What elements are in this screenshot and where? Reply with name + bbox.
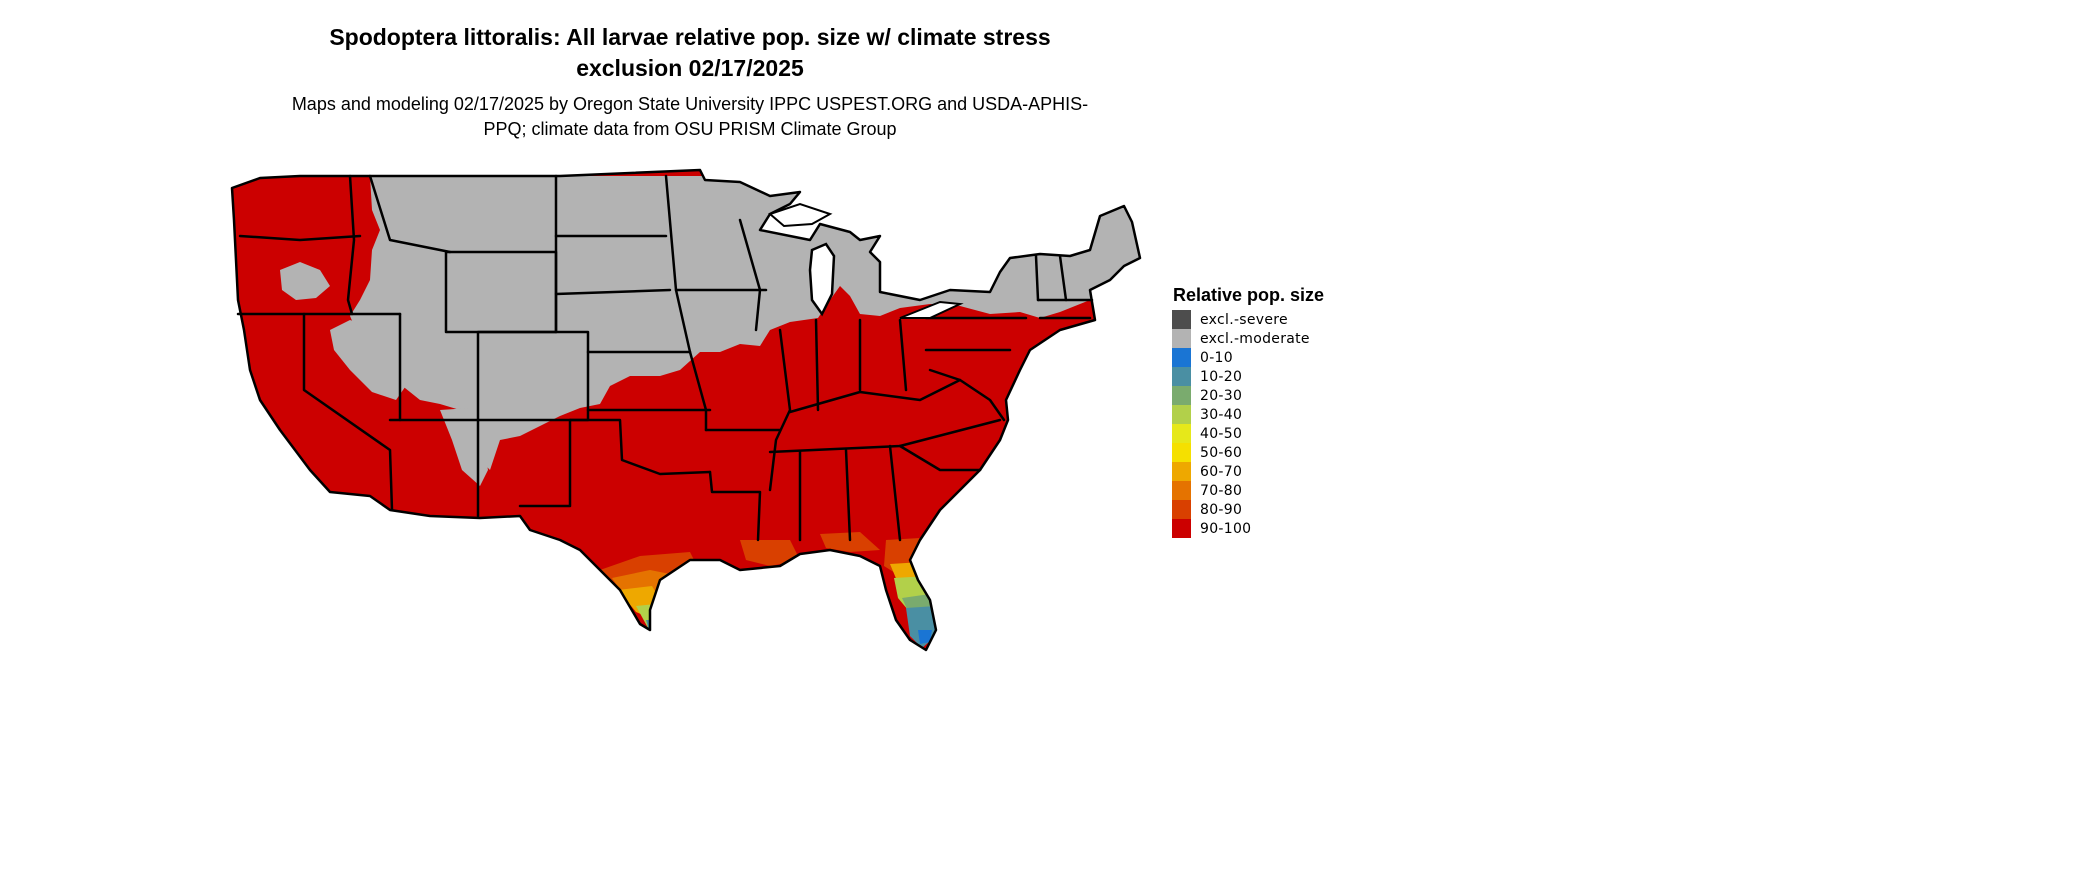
legend-swatch bbox=[1172, 481, 1191, 500]
legend-swatch bbox=[1172, 405, 1191, 424]
legend-item: 70-80 bbox=[1172, 481, 1392, 500]
legend-item: 0-10 bbox=[1172, 348, 1392, 367]
legend-swatch bbox=[1172, 443, 1191, 462]
legend-label: 90-100 bbox=[1200, 520, 1252, 537]
excluded-patch bbox=[280, 262, 330, 300]
legend-item: excl.-moderate bbox=[1172, 329, 1392, 348]
band-80-90 bbox=[820, 532, 880, 552]
legend-label: 20-30 bbox=[1200, 387, 1243, 404]
legend-swatch bbox=[1172, 367, 1191, 386]
legend-swatch bbox=[1172, 310, 1191, 329]
legend-swatch bbox=[1172, 500, 1191, 519]
legend: Relative pop. size excl.-severe excl.-mod… bbox=[1172, 284, 1392, 538]
lake-michigan bbox=[808, 242, 836, 317]
lake-erie bbox=[899, 300, 964, 319]
legend-label: 50-60 bbox=[1200, 444, 1243, 461]
map-subtitle: Maps and modeling 02/17/2025 by Oregon S… bbox=[291, 94, 1089, 139]
legend-swatch bbox=[1172, 424, 1191, 443]
legend-item: 40-50 bbox=[1172, 424, 1392, 443]
legend-swatch bbox=[1172, 462, 1191, 481]
legend-label: excl.-severe bbox=[1200, 311, 1288, 328]
map-title: Spodoptera littoralis: All larvae relati… bbox=[329, 24, 1051, 81]
legend-label: 30-40 bbox=[1200, 406, 1243, 423]
legend-title: Relative pop. size bbox=[1173, 285, 1325, 305]
state-borders bbox=[236, 174, 1094, 542]
legend-item: 60-70 bbox=[1172, 462, 1392, 481]
legend-items: excl.-severe excl.-moderate 0-10 10-20 20-30… bbox=[1172, 310, 1392, 538]
legend-item: 20-30 bbox=[1172, 386, 1392, 405]
legend-label: 0-10 bbox=[1200, 349, 1233, 366]
legend-item: 30-40 bbox=[1172, 405, 1392, 424]
legend-label: 40-50 bbox=[1200, 425, 1243, 442]
legend-label: 70-80 bbox=[1200, 482, 1243, 499]
band-0-10 bbox=[918, 630, 932, 644]
legend-label: 60-70 bbox=[1200, 463, 1243, 480]
excluded-patch bbox=[330, 320, 410, 400]
band-10-20 bbox=[646, 620, 662, 634]
legend-swatch bbox=[1172, 329, 1191, 348]
legend-label: 80-90 bbox=[1200, 501, 1243, 518]
legend-item: excl.-severe bbox=[1172, 310, 1392, 329]
legend-item: 50-60 bbox=[1172, 443, 1392, 462]
excluded-patch bbox=[440, 408, 488, 486]
legend-item: 10-20 bbox=[1172, 367, 1392, 386]
legend-swatch bbox=[1172, 386, 1191, 405]
legend-label: 10-20 bbox=[1200, 368, 1243, 385]
band-80-90 bbox=[740, 540, 800, 566]
legend-label: excl.-moderate bbox=[1200, 330, 1310, 347]
legend-swatch bbox=[1172, 519, 1191, 538]
legend-item: 90-100 bbox=[1172, 519, 1392, 538]
lake-superior bbox=[768, 202, 833, 228]
legend-swatch bbox=[1172, 348, 1191, 367]
legend-item: 80-90 bbox=[1172, 500, 1392, 519]
